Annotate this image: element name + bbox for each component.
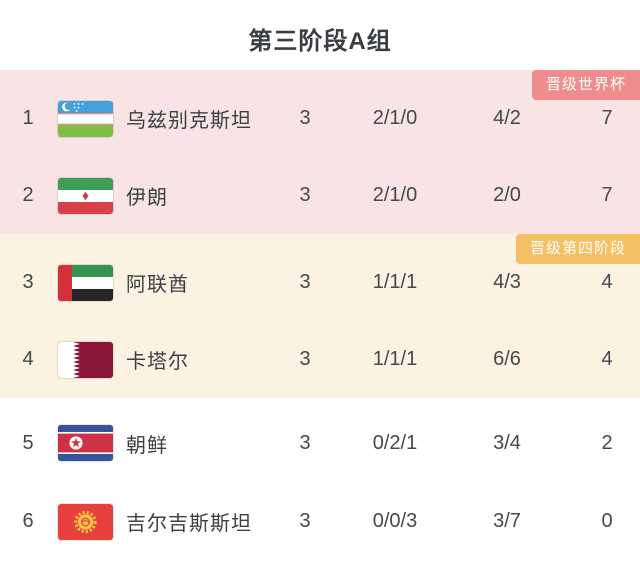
- team-name: 阿联酋: [126, 274, 189, 296]
- matches-played: 3: [299, 184, 311, 206]
- team-name: 卡塔尔: [126, 351, 189, 373]
- win-draw-loss: 0/2/1: [372, 431, 418, 454]
- goals-for-against: 3/4: [493, 431, 521, 454]
- goals-for-against: 2/0: [493, 184, 521, 206]
- kyrgyzstan-flag-icon: [58, 503, 113, 540]
- win-draw-loss: 0/0/3: [372, 510, 418, 533]
- table-row: 5 朝鲜 3 0/2/1 3/4 2: [0, 404, 640, 483]
- iran-flag-icon: [58, 177, 113, 214]
- matches-played: 3: [299, 348, 311, 370]
- points: 4: [601, 271, 613, 293]
- uzbekistan-flag-icon: [58, 100, 113, 137]
- goals-for-against: 4/2: [493, 107, 521, 129]
- win-draw-loss: 1/1/1: [372, 271, 418, 293]
- team-name: 吉尔吉斯斯坦: [126, 513, 252, 536]
- table-row: 6 吉尔吉斯斯坦 3 0/0/3 3/7 0: [0, 483, 640, 561]
- matches-played: 3: [299, 431, 311, 454]
- title-bar: 第三阶段A组: [0, 0, 640, 70]
- rank: 2: [22, 184, 34, 206]
- points: 0: [601, 510, 613, 533]
- page-title: 第三阶段A组: [248, 27, 392, 55]
- rank: 1: [22, 107, 34, 129]
- goals-for-against: 3/7: [493, 510, 521, 533]
- rank: 5: [22, 431, 34, 454]
- table-row: 4 卡塔尔 3 1/1/1 6/6 4: [0, 321, 640, 398]
- matches-played: 3: [299, 271, 311, 293]
- win-draw-loss: 1/1/1: [372, 348, 418, 370]
- rank: 4: [22, 348, 34, 370]
- goals-for-against: 4/3: [493, 271, 521, 293]
- win-draw-loss: 2/1/0: [372, 184, 418, 206]
- team-name: 乌兹别克斯坦: [126, 110, 252, 132]
- rank: 3: [22, 271, 34, 293]
- group-fourth-stage-zone: 晋级第四阶段 3 阿联酋 3 1/1/1 4/3 4 4: [0, 234, 640, 398]
- team-name: 朝鲜: [126, 434, 168, 457]
- team-name: 伊朗: [126, 187, 168, 209]
- fourth-stage-qualify-badge: 晋级第四阶段: [515, 234, 640, 264]
- world-cup-qualify-badge: 晋级世界杯: [531, 70, 640, 100]
- rank: 6: [22, 510, 34, 533]
- table-row: 2 伊朗 3 2/1/0 2/0 7: [0, 157, 640, 234]
- group-eliminated-zone: 5 朝鲜 3 0/2/1 3/4 2: [0, 398, 640, 561]
- points: 2: [601, 431, 613, 454]
- goals-for-against: 6/6: [493, 348, 521, 370]
- qatar-flag-icon: [58, 341, 113, 378]
- uae-flag-icon: [58, 264, 113, 301]
- matches-played: 3: [299, 107, 311, 129]
- matches-played: 3: [299, 510, 311, 533]
- north-korea-flag-icon: [58, 425, 113, 462]
- points: 4: [601, 348, 613, 370]
- points: 7: [601, 107, 613, 129]
- table-row: 3 阿联酋 3 1/1/1 4/3 4: [0, 244, 640, 321]
- win-draw-loss: 2/1/0: [372, 107, 418, 129]
- points: 7: [601, 184, 613, 206]
- group-world-cup-zone: 晋级世界杯 1: [0, 70, 640, 234]
- table-row: 1: [0, 80, 640, 157]
